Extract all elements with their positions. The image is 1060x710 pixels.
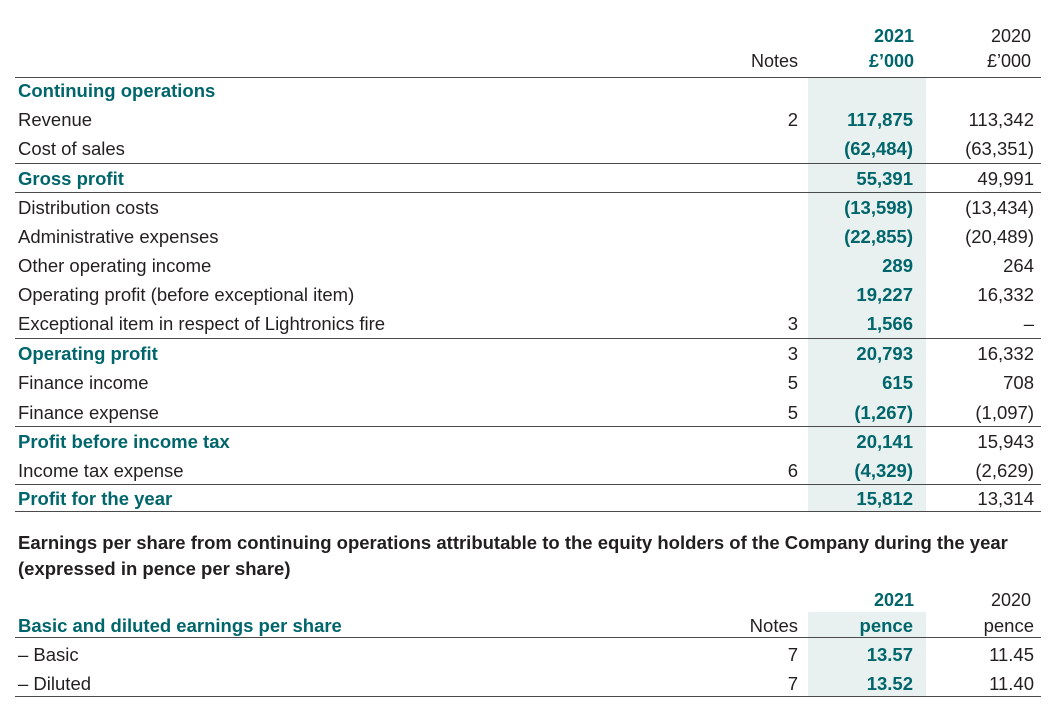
eps-header-row: Basic and diluted earnings per share Not…: [15, 611, 1041, 640]
row-divider: [15, 484, 1041, 485]
eps-row-diluted: – Diluted 7 13.52 11.40: [15, 669, 1041, 698]
row-notes: 7: [787, 673, 798, 694]
row-value-2021: 1,566: [866, 313, 913, 334]
row-notes: 3: [787, 313, 798, 334]
table-row-finance-expense: Finance expense 5 (1,267) (1,097): [15, 398, 1041, 427]
table-row-other-operating-income: Other operating income 289 264: [15, 251, 1041, 280]
row-value-2020: 16,332: [977, 284, 1034, 305]
row-label: Operating profit (before exceptional ite…: [18, 284, 355, 305]
row-value-2021: 55,391: [856, 168, 913, 189]
row-notes: 5: [787, 402, 798, 423]
eps-header-notes: Notes: [749, 615, 798, 636]
row-value-2021: (13,598): [844, 197, 913, 218]
table-row-finance-income: Finance income 5 615 708: [15, 368, 1041, 397]
row-value-2020: (13,434): [965, 197, 1034, 218]
row-label: Finance expense: [18, 402, 159, 423]
row-value-2020: 16,332: [977, 343, 1034, 364]
row-value-2020: 15,943: [977, 431, 1034, 452]
row-label: Exceptional item in respect of Lightroni…: [18, 313, 386, 334]
row-value-2021: 20,793: [856, 343, 913, 364]
eps-header-2021-unit: pence: [859, 615, 913, 636]
row-value-2020: 11.45: [989, 644, 1034, 665]
table-row-distribution-costs: Distribution costs (13,598) (13,434): [15, 193, 1041, 222]
header-notes: Notes: [750, 51, 798, 71]
row-label: Revenue: [18, 109, 93, 130]
row-value-2021: 13.52: [866, 673, 913, 694]
row-value-2020: –: [1023, 313, 1034, 334]
row-notes: 5: [787, 372, 798, 393]
row-notes: 2: [787, 109, 798, 130]
row-value-2020: 264: [1003, 255, 1034, 276]
row-value-2021: (62,484): [844, 138, 913, 159]
row-divider: [15, 163, 1041, 164]
current-year-highlight-eps: [808, 612, 926, 696]
eps-header-label: Basic and diluted earnings per share: [18, 615, 342, 636]
row-notes: 7: [787, 644, 798, 665]
current-year-highlight: [808, 77, 926, 511]
eps-header-2020-year: 2020: [990, 590, 1031, 610]
row-label: Finance income: [18, 372, 149, 393]
row-value-2020: 708: [1003, 372, 1034, 393]
table-row-administrative-expenses: Administrative expenses (22,855) (20,489…: [15, 222, 1041, 251]
row-notes: 6: [787, 460, 798, 481]
row-value-2021: 289: [882, 255, 913, 276]
table-row-operating-profit: Operating profit 3 20,793 16,332: [15, 339, 1041, 368]
header-2020-year: 2020: [990, 26, 1031, 46]
row-value-2021: (22,855): [844, 226, 913, 247]
row-label: Other operating income: [18, 255, 212, 276]
row-value-2020: 11.40: [989, 673, 1034, 694]
eps-header-2020-unit: pence: [983, 615, 1034, 636]
table-row-cost-of-sales: Cost of sales (62,484) (63,351): [15, 134, 1041, 163]
row-notes: 3: [787, 343, 798, 364]
row-divider: [15, 338, 1041, 339]
row-label: Gross profit: [18, 168, 124, 189]
row-value-2020: (2,629): [975, 460, 1034, 481]
row-label: Income tax expense: [18, 460, 184, 481]
row-value-2021: 615: [882, 372, 913, 393]
table-row-profit-before-tax: Profit before income tax 20,141 15,943: [15, 427, 1041, 456]
section-title-row: Continuing operations: [15, 76, 1041, 105]
row-label: Operating profit: [18, 343, 158, 364]
row-divider: [15, 192, 1041, 193]
row-value-2020: 49,991: [977, 168, 1034, 189]
row-value-2020: (63,351): [965, 138, 1034, 159]
row-divider: [15, 426, 1041, 427]
eps-header-divider: [15, 637, 1041, 638]
row-value-2020: (20,489): [965, 226, 1034, 247]
header-2021-year: 2021: [873, 26, 914, 46]
table-row-exceptional-item: Exceptional item in respect of Lightroni…: [15, 309, 1041, 338]
table-row-gross-profit: Gross profit 55,391 49,991: [15, 164, 1041, 193]
row-value-2021: 19,227: [856, 284, 913, 305]
row-value-2020: 113,342: [968, 109, 1035, 130]
eps-bottom-divider: [15, 696, 1041, 697]
row-value-2021: 20,141: [856, 431, 913, 452]
table-row-operating-profit-before-exceptional: Operating profit (before exceptional ite…: [15, 280, 1041, 309]
header-2021-unit: £’000: [868, 51, 914, 71]
row-value-2021: (4,329): [854, 460, 913, 481]
row-value-2021: 15,812: [856, 488, 913, 509]
eps-row-basic: – Basic 7 13.57 11.45: [15, 640, 1041, 669]
table-bottom-divider: [15, 511, 1041, 512]
row-label: Profit for the year: [18, 488, 173, 509]
row-value-2021: 13.57: [866, 644, 913, 665]
row-value-2021: (1,267): [854, 402, 913, 423]
header-2020-unit: £’000: [986, 51, 1031, 71]
table-row-revenue: Revenue 2 117,875 113,342: [15, 105, 1041, 134]
row-label: Profit before income tax: [18, 431, 230, 452]
row-value-2020: 13,314: [977, 488, 1034, 509]
table-row-income-tax-expense: Income tax expense 6 (4,329) (2,629): [15, 456, 1041, 485]
row-label: Administrative expenses: [18, 226, 219, 247]
row-value-2021: 117,875: [847, 109, 913, 130]
section-title: Continuing operations: [18, 80, 216, 101]
eps-header-2021-year: 2021: [873, 590, 914, 610]
row-value-2020: (1,097): [975, 402, 1034, 423]
header-divider: [15, 77, 1041, 78]
eps-title: Earnings per share from continuing opera…: [18, 532, 1008, 579]
table-row-profit-for-year: Profit for the year 15,812 13,314: [15, 484, 1041, 513]
row-label: Cost of sales: [18, 138, 125, 159]
row-label: – Basic: [18, 644, 79, 665]
row-label: – Diluted: [18, 673, 92, 694]
row-label: Distribution costs: [18, 197, 159, 218]
